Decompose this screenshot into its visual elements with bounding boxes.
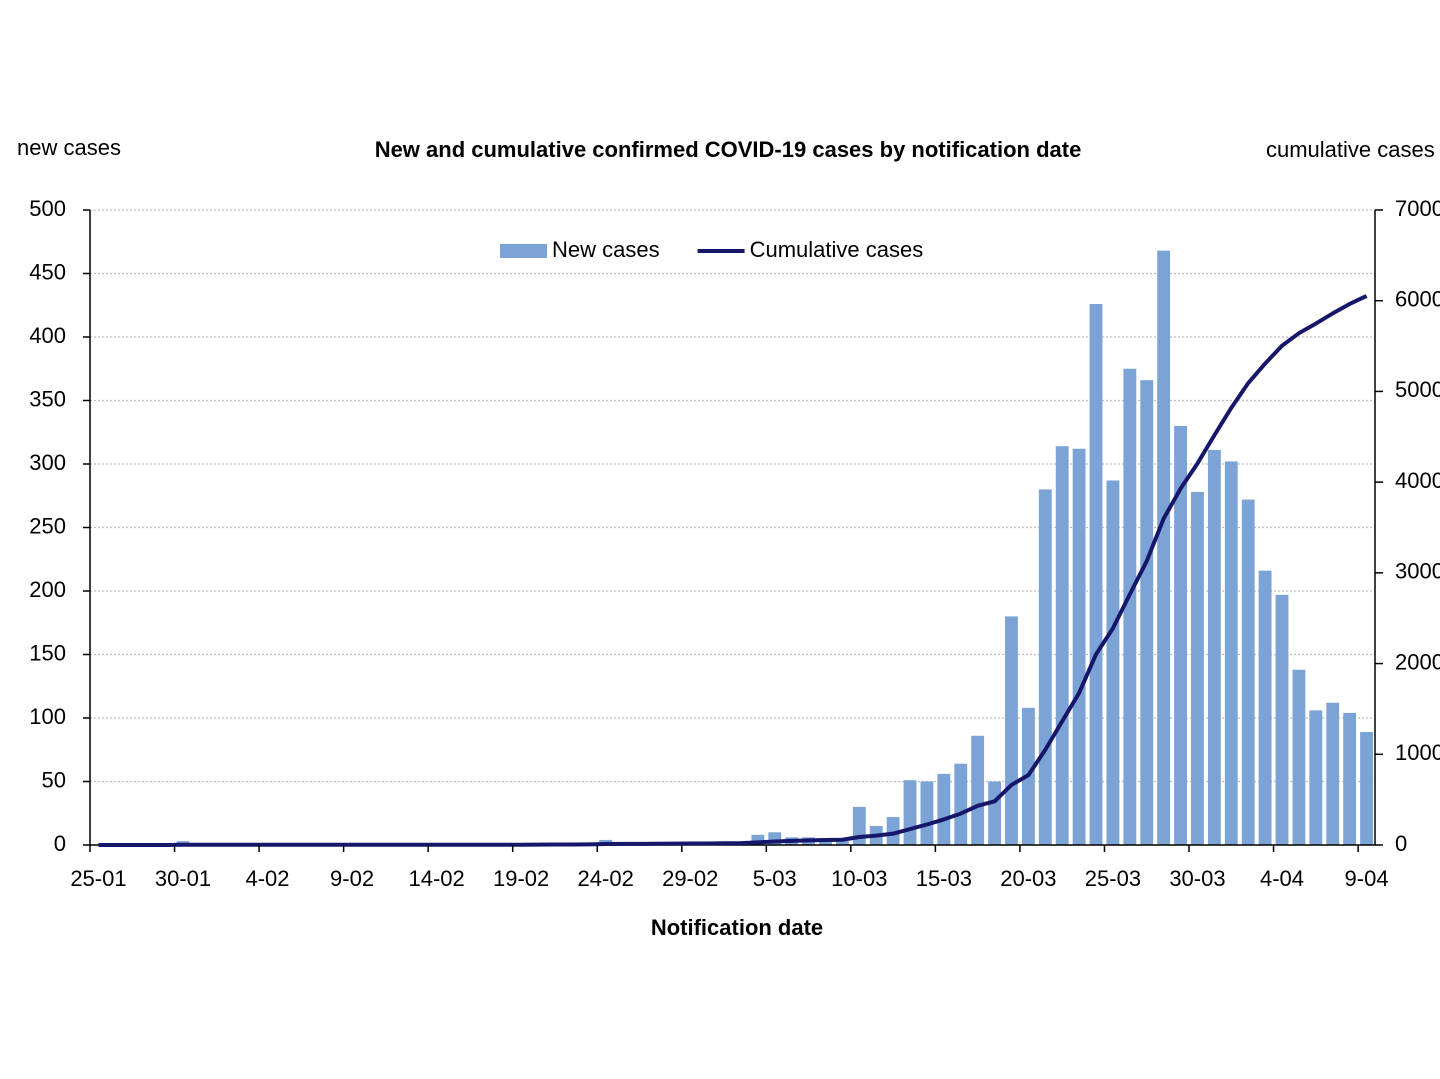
bar xyxy=(954,763,968,845)
line xyxy=(98,294,1368,847)
bar xyxy=(751,834,765,845)
bar xyxy=(1055,446,1069,845)
bar xyxy=(1207,450,1221,845)
y-tick-label: 350 xyxy=(29,386,66,411)
bar xyxy=(1326,702,1340,845)
x-tick-label: 30-03 xyxy=(1169,866,1225,891)
y2-tick-label: 5000 xyxy=(1395,377,1440,402)
x-tick-label: 24-02 xyxy=(578,866,634,891)
bar xyxy=(988,781,1001,845)
bar xyxy=(903,780,917,845)
y-tick-label: 450 xyxy=(29,259,66,284)
y2-axis-label: cumulative cases xyxy=(1266,137,1435,162)
bar xyxy=(1106,480,1120,845)
y-tick-label: 50 xyxy=(42,767,66,792)
bar xyxy=(1292,669,1306,845)
bar xyxy=(1309,710,1323,845)
legend-label: New cases xyxy=(552,237,660,262)
legend-label: Cumulative cases xyxy=(750,237,924,262)
y-axis-label: new cases xyxy=(17,135,121,160)
bar xyxy=(1005,616,1018,845)
x-tick-label: 30-01 xyxy=(155,866,211,891)
x-tick-label: 25-03 xyxy=(1085,866,1141,891)
x-tick-label: 9-04 xyxy=(1345,866,1389,891)
x-tick-label: 4-02 xyxy=(246,866,290,891)
x-tick-label: 15-03 xyxy=(916,866,972,891)
x-tick-label: 14-02 xyxy=(408,866,464,891)
bar xyxy=(886,817,900,845)
legend-swatch xyxy=(500,244,547,258)
bar xyxy=(819,839,832,845)
y-tick-label: 500 xyxy=(29,196,66,221)
y2-tick-label: 0 xyxy=(1395,831,1407,856)
bar xyxy=(1123,368,1137,845)
bar xyxy=(1157,250,1171,845)
bar xyxy=(1089,303,1103,846)
x-axis-label: Notification date xyxy=(651,915,823,940)
bar xyxy=(1191,491,1204,845)
y2-tick-label: 1000 xyxy=(1395,740,1440,765)
y2-tick-label: 3000 xyxy=(1395,559,1440,584)
y2-tick-label: 4000 xyxy=(1395,468,1440,493)
bar xyxy=(835,841,849,845)
bar xyxy=(1241,499,1255,845)
bar xyxy=(937,773,951,845)
x-tick-label: 4-04 xyxy=(1260,866,1304,891)
x-tick-label: 9-02 xyxy=(330,866,374,891)
bar xyxy=(1258,570,1272,845)
bar xyxy=(1360,731,1373,845)
bar xyxy=(971,735,985,845)
x-tick-label: 10-03 xyxy=(831,866,887,891)
x-tick-label: 5-03 xyxy=(753,866,797,891)
bar xyxy=(1038,489,1052,845)
x-tick-label: 29-02 xyxy=(662,866,718,891)
bar xyxy=(1140,380,1154,845)
y-tick-label: 100 xyxy=(29,704,66,729)
y-tick-label: 400 xyxy=(29,323,66,348)
bar xyxy=(920,781,934,845)
y-tick-label: 200 xyxy=(29,577,66,602)
y-tick-label: 0 xyxy=(54,831,66,856)
bar xyxy=(1174,425,1187,845)
x-tick-label: 19-02 xyxy=(493,866,549,891)
bar xyxy=(1275,594,1289,845)
y-tick-label: 250 xyxy=(29,513,66,538)
y-tick-label: 300 xyxy=(29,450,66,475)
y2-tick-label: 7000 xyxy=(1395,196,1440,221)
y2-tick-label: 2000 xyxy=(1395,649,1440,674)
y-tick-label: 150 xyxy=(29,640,66,665)
bar xyxy=(1343,712,1357,845)
x-tick-label: 25-01 xyxy=(70,866,126,891)
y2-tick-label: 6000 xyxy=(1395,287,1440,312)
x-tick-label: 20-03 xyxy=(1000,866,1056,891)
bar xyxy=(1072,448,1086,845)
bar xyxy=(1224,461,1238,845)
chart-title: New and cumulative confirmed COVID-19 ca… xyxy=(375,137,1082,162)
